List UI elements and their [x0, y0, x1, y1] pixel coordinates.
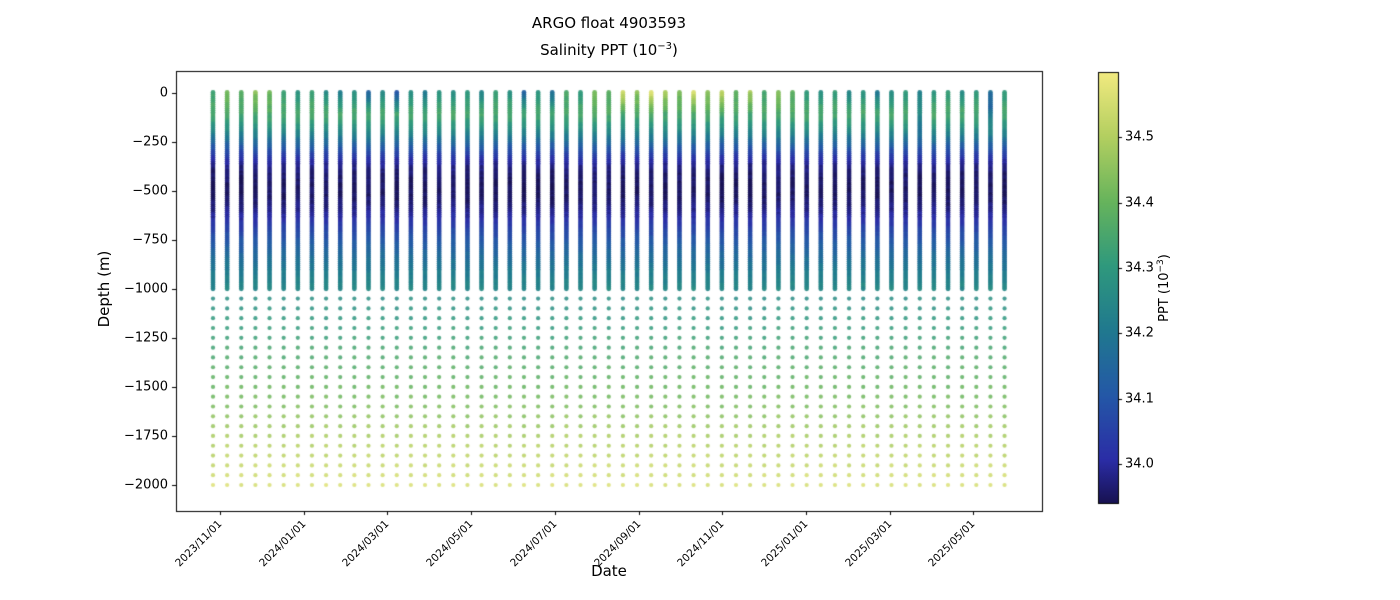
colorbar-tick-label: 34.3: [1125, 260, 1154, 276]
chart-subtitle: Salinity PPT (10−3): [176, 38, 1042, 59]
colorbar-tick-label: 34.2: [1125, 325, 1154, 341]
y-tick-label: −750: [132, 232, 168, 248]
y-tick-label: −1500: [124, 379, 168, 395]
y-tick-label: −1250: [124, 330, 168, 346]
colorbar-label-suffix: ): [1157, 254, 1173, 260]
subtitle-prefix: Salinity PPT (10: [540, 41, 658, 59]
colorbar-tick-label: 34.4: [1125, 195, 1154, 211]
y-axis-label: Depth (m): [95, 250, 113, 328]
subtitle-exponent: −3: [657, 41, 673, 52]
colorbar-tick-label: 34.0: [1125, 456, 1154, 472]
colorbar-label-exponent: −3: [1155, 259, 1166, 273]
x-axis-label: Date: [591, 562, 627, 580]
chart-title: ARGO float 4903593: [531, 14, 687, 32]
y-tick-label: 0: [159, 85, 168, 100]
y-tick-label: −500: [132, 183, 168, 199]
colorbar-label: PPT (10−3): [1156, 254, 1172, 322]
colorbar-tick-label: 34.1: [1125, 391, 1154, 406]
colorbar-tick-label: 34.5: [1125, 129, 1154, 145]
y-tick-label: −2000: [124, 477, 168, 493]
y-tick-label: −1750: [124, 428, 168, 444]
colorbar-label-prefix: PPT (10: [1157, 272, 1173, 322]
y-tick-label: −1000: [124, 281, 168, 297]
y-tick-label: −250: [132, 134, 168, 150]
subtitle-suffix: ): [672, 41, 678, 59]
